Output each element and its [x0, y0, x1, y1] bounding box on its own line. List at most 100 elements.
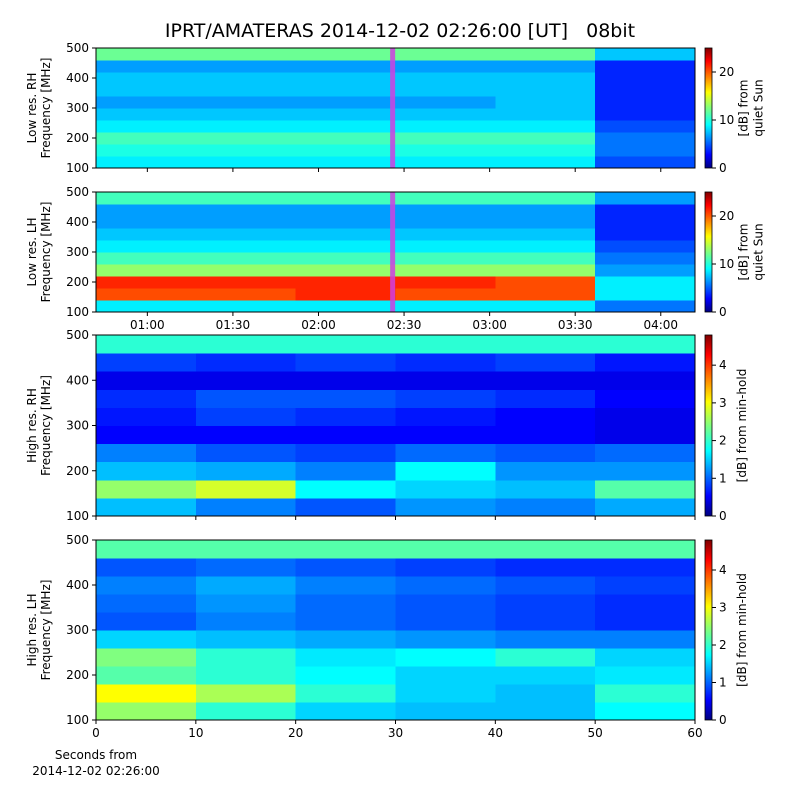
x-tick-label: 30	[388, 726, 403, 740]
colorbar-label: [dB] from	[737, 224, 751, 281]
heat-cell	[195, 228, 297, 241]
x-tick-label: 10	[188, 726, 203, 740]
heat-cell	[595, 371, 696, 390]
heat-cell	[495, 276, 596, 289]
heat-cell	[395, 443, 496, 463]
heat-cell	[495, 389, 596, 408]
heat-cell	[195, 264, 297, 277]
heat-cell	[395, 371, 496, 390]
heat-cell	[395, 48, 496, 61]
x-tick-label: 0	[92, 726, 100, 740]
heat-cell	[595, 276, 696, 289]
heat-cell	[195, 425, 297, 445]
heat-cell	[195, 288, 297, 301]
heat-cell	[495, 60, 596, 73]
heat-cell	[195, 72, 297, 85]
heat-cell	[96, 407, 197, 426]
heat-cell	[595, 540, 696, 559]
heat-cell	[395, 84, 496, 97]
colorbar	[704, 191, 713, 313]
heat-cell	[295, 335, 396, 354]
heat-cell	[595, 461, 696, 481]
heat-cell	[595, 216, 696, 229]
heat-cell	[295, 666, 396, 685]
heat-cell	[395, 288, 496, 301]
heat-cell	[96, 353, 197, 372]
heat-cell	[595, 479, 696, 499]
heat-cell	[96, 252, 197, 265]
heat-cell	[96, 288, 197, 301]
heat-cell	[495, 666, 596, 685]
heat-cell	[395, 702, 496, 721]
heat-cell	[295, 497, 396, 517]
heat-cell	[96, 576, 197, 595]
x-tick-label: 20	[288, 726, 303, 740]
heat-cell	[495, 353, 596, 372]
heat-cell	[395, 612, 496, 631]
heat-cell	[96, 216, 197, 229]
x-tick-label: 03:00	[472, 318, 507, 332]
heat-cell	[295, 132, 396, 145]
heat-cell	[595, 96, 696, 109]
y-tick-label: 400	[66, 71, 89, 85]
heat-cell	[96, 48, 197, 61]
y-axis-label: Low res. LH	[25, 217, 39, 286]
heat-cell	[495, 407, 596, 426]
heat-cell	[295, 204, 396, 217]
y-tick-label: 100	[66, 509, 89, 523]
heat-cell	[595, 300, 696, 313]
heat-cell	[195, 594, 297, 613]
heat-cell	[395, 479, 496, 499]
heat-cell	[295, 558, 396, 577]
heat-cell	[195, 461, 297, 481]
x-tick-label: 50	[588, 726, 603, 740]
heat-cell	[96, 702, 197, 721]
heat-cell	[96, 497, 197, 517]
heat-cell	[395, 558, 496, 577]
heat-cell	[595, 120, 696, 133]
heat-cell	[195, 702, 297, 721]
heat-cell	[195, 144, 297, 157]
heat-cell	[595, 204, 696, 217]
colorbar	[704, 334, 713, 517]
heat-cell	[295, 276, 396, 289]
heat-cell	[395, 594, 496, 613]
colorbar-label: [dB] from min-hold	[735, 573, 749, 687]
heat-cell	[395, 576, 496, 595]
heat-cell	[595, 72, 696, 85]
colorbar-tick-label: 0	[719, 509, 727, 523]
y-tick-label: 100	[66, 161, 89, 175]
heat-cell	[295, 60, 396, 73]
y-axis-label: Low res. RH	[25, 73, 39, 144]
heat-cell	[295, 371, 396, 390]
heat-cell	[96, 204, 197, 217]
heat-cell	[595, 252, 696, 265]
heat-cell	[595, 594, 696, 613]
heat-cell	[395, 108, 496, 121]
heat-cell	[495, 702, 596, 721]
heat-cell	[495, 132, 596, 145]
heat-cell	[96, 684, 197, 703]
heat-cell	[96, 84, 197, 97]
heat-cell	[195, 192, 297, 205]
heat-cell	[295, 648, 396, 667]
heat-cell	[595, 576, 696, 595]
heat-cell	[295, 72, 396, 85]
heat-cell	[96, 144, 197, 157]
heat-cell	[395, 96, 496, 109]
y-tick-label: 200	[66, 275, 89, 289]
heat-cell	[495, 425, 596, 445]
heat-cell	[195, 443, 297, 463]
heat-cell	[595, 389, 696, 408]
heat-cell	[595, 612, 696, 631]
heat-cell	[395, 228, 496, 241]
y-tick-label: 400	[66, 578, 89, 592]
heat-cell	[195, 540, 297, 559]
heat-cell	[195, 371, 297, 390]
colorbar-label: quiet Sun	[752, 223, 766, 280]
heat-cell	[395, 335, 496, 354]
heat-cell	[195, 132, 297, 145]
y-axis-label: High res. LH	[25, 593, 39, 666]
heat-cell	[495, 96, 596, 109]
